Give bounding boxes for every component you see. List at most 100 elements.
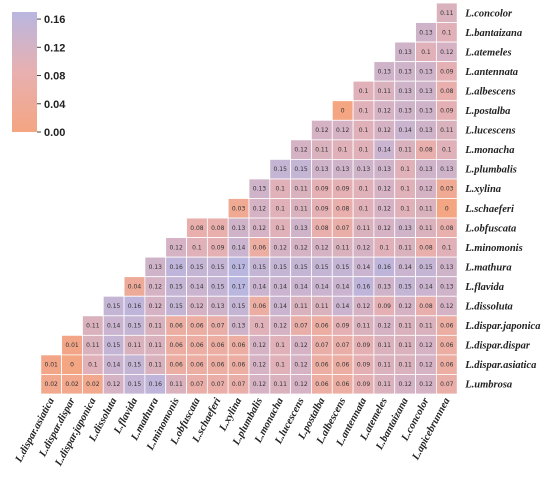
cell-value-label: 0.03 <box>440 186 454 193</box>
heatmap-cell <box>435 374 458 395</box>
cell-value-label: 0.13 <box>398 108 412 115</box>
row-label: L.albescens <box>464 86 515 97</box>
cell-value-label: 0.08 <box>440 88 454 95</box>
cell-value-label: 0.08 <box>440 225 454 232</box>
cell-value-label: 0.12 <box>378 186 392 193</box>
cell-value-label: 0.11 <box>294 205 308 212</box>
cell-value-label: 0.12 <box>398 381 412 388</box>
cell-value-label: 0.06 <box>253 303 267 310</box>
cell-value-label: 0.06 <box>169 362 183 369</box>
cell-value-label: 0.09 <box>315 186 329 193</box>
row-label: L.lucescens <box>464 126 515 137</box>
cell-value-label: 0.09 <box>211 244 225 251</box>
cell-value-label: 0.15 <box>294 166 308 173</box>
cell-value-label: 0.11 <box>398 362 412 369</box>
cell-value-label: 0.1 <box>421 49 431 56</box>
cell-value-label: 0.12 <box>378 127 392 134</box>
cell-value-label: 0.12 <box>315 127 329 134</box>
cell-value-label: 0.13 <box>440 283 454 290</box>
cell-value-label: 0.11 <box>378 342 392 349</box>
cell-value-label: 0.16 <box>378 264 392 271</box>
cell-value-label: 0.12 <box>440 303 454 310</box>
cell-value-label: 0.01 <box>45 362 59 369</box>
cell-value-label: 0.15 <box>128 381 142 388</box>
cell-value-label: 0.15 <box>190 264 204 271</box>
cell-value-label: 0.11 <box>398 323 412 330</box>
cell-value-label: 0.1 <box>192 244 202 251</box>
cell-value-label: 0.02 <box>45 381 59 388</box>
cell-value-label: 0.08 <box>336 205 350 212</box>
cell-value-label: 0.1 <box>359 147 369 154</box>
cell-value-label: 0.09 <box>357 362 371 369</box>
row-label: L.dispar.japonica <box>464 321 540 332</box>
cell-value-label: 0.06 <box>169 342 183 349</box>
cell-value-label: 0.15 <box>107 303 121 310</box>
cell-value-label: 0.15 <box>294 264 308 271</box>
cell-value-label: 0.12 <box>378 205 392 212</box>
cell-value-label: 0.12 <box>378 323 392 330</box>
cell-value-label: 0.12 <box>294 381 308 388</box>
cell-value-label: 0.1 <box>275 362 285 369</box>
cell-value-label: 0.09 <box>336 323 350 330</box>
color-legend: 0.16 0.12 0.08 0.04 0.00 <box>12 12 66 139</box>
cell-value-label: 0.11 <box>378 362 392 369</box>
cell-value-label: 0.11 <box>315 303 329 310</box>
cell-value-label: 0.09 <box>357 342 371 349</box>
cell-value-label: 0.12 <box>294 342 308 349</box>
cell-value-label: 0.12 <box>378 108 392 115</box>
cell-value-label: 0.12 <box>398 303 412 310</box>
cell-value-label: 0.14 <box>357 264 371 271</box>
cell-value-label: 0.15 <box>336 264 350 271</box>
cell-value-label: 0.12 <box>419 362 433 369</box>
cell-value-label: 0.13 <box>419 29 433 36</box>
cell-value-label: 0.13 <box>232 323 246 330</box>
cell-value-label: 0.01 <box>65 342 79 349</box>
row-label: L.xylina <box>464 184 501 195</box>
cell-value-label: 0.12 <box>149 283 163 290</box>
cell-value-label: 0.06 <box>211 362 225 369</box>
cell-value-label: 0.13 <box>357 166 371 173</box>
cell-value-label: 0.1 <box>442 29 452 36</box>
row-label: L.obfuscata <box>464 223 516 234</box>
cell-value-label: 0.14 <box>398 264 412 271</box>
row-label: L.dispar.dispar <box>464 341 531 352</box>
row-label: L.schaeferi <box>464 204 514 215</box>
cell-value-label: 0.15 <box>253 264 267 271</box>
cell-value-label: 0.09 <box>378 303 392 310</box>
row-labels: L.concolor L.bantaizana L.atemeles L.antenn… <box>464 8 540 390</box>
cell-value-label: 0.08 <box>190 225 204 232</box>
cell-value-label: 0.11 <box>149 323 163 330</box>
cell-value-label: 0.15 <box>315 264 329 271</box>
cell-value-label: 0.12 <box>294 244 308 251</box>
cell-value-label: 0.14 <box>336 303 350 310</box>
cell-value-label: 0.1 <box>359 127 369 134</box>
cell-value-label: 0.14 <box>274 283 288 290</box>
cell-value-label: 0.12 <box>253 362 267 369</box>
cell-value-label: 0.15 <box>169 283 183 290</box>
cell-value-label: 0.11 <box>149 342 163 349</box>
cell-value-label: 0.1 <box>400 166 410 173</box>
cell-value-label: 0.14 <box>107 323 121 330</box>
cell-value-label: 0.09 <box>440 108 454 115</box>
column-labels: L.dispar.asiaticaL.dispar.disparL.dispar… <box>13 395 452 468</box>
row-label: L.concolor <box>464 8 513 19</box>
cell-value-label: 0.1 <box>442 244 452 251</box>
cell-value-label: 0.16 <box>128 303 142 310</box>
legend-tick-label: 0.00 <box>44 127 65 139</box>
cell-value-label: 0.14 <box>419 283 433 290</box>
cell-value-label: 0.11 <box>419 323 433 330</box>
cell-value-label: 0.12 <box>440 49 454 56</box>
cell-value-label: 0.13 <box>419 166 433 173</box>
cell-value-label: 0.11 <box>336 244 350 251</box>
cell-value-label: 0.12 <box>190 303 204 310</box>
cell-value-label: 0.15 <box>232 303 246 310</box>
cell-value-label: 0.13 <box>398 49 412 56</box>
legend-tick-label: 0.04 <box>44 99 66 111</box>
row-label: L.antennata <box>464 67 518 78</box>
cell-value-label: 0.06 <box>440 323 454 330</box>
cell-value-label: 0.13 <box>440 264 454 271</box>
cell-value-label: 0.1 <box>442 147 452 154</box>
cell-value-label: 0.1 <box>88 362 98 369</box>
cell-value-label: 0.13 <box>419 127 433 134</box>
legend-color-bar <box>12 12 37 132</box>
